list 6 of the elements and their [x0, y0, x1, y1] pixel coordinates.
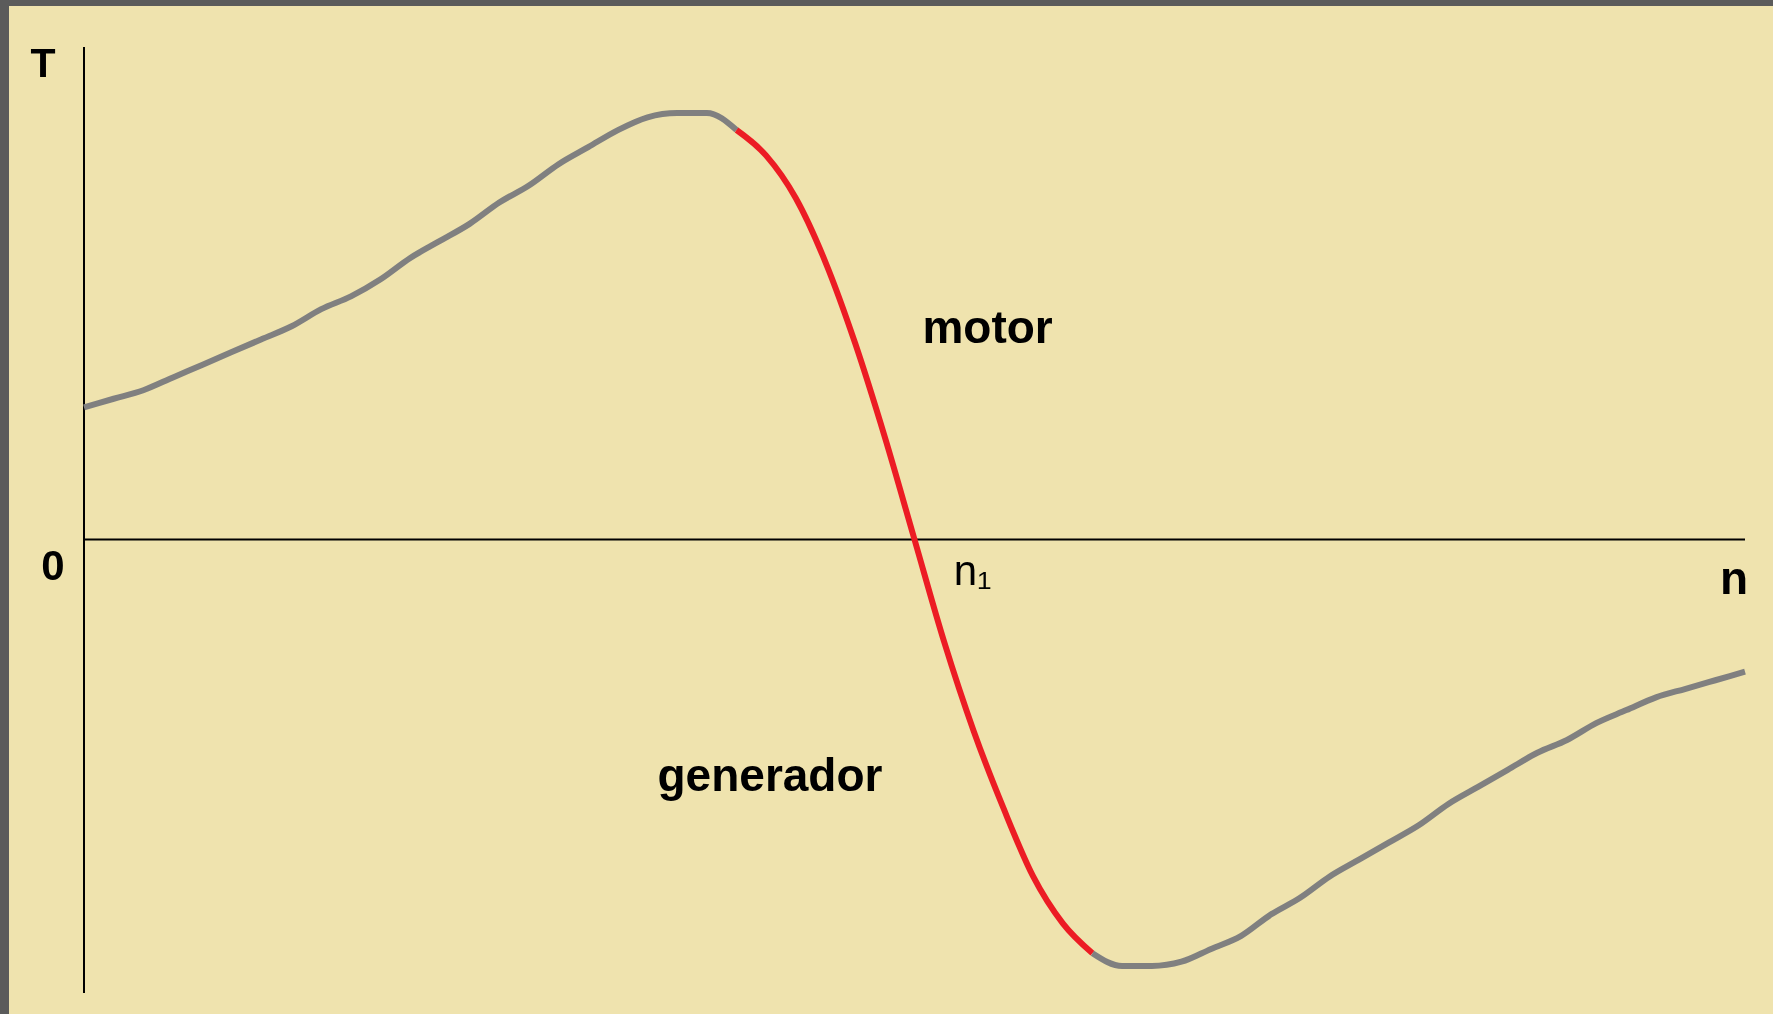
annotation: n₁	[953, 546, 992, 594]
x-axis-title: n	[1719, 551, 1749, 604]
annotation: generador	[657, 748, 883, 801]
text: 0	[41, 542, 65, 590]
y-axis-title: T	[30, 40, 56, 86]
annotation: motor	[922, 301, 1053, 354]
